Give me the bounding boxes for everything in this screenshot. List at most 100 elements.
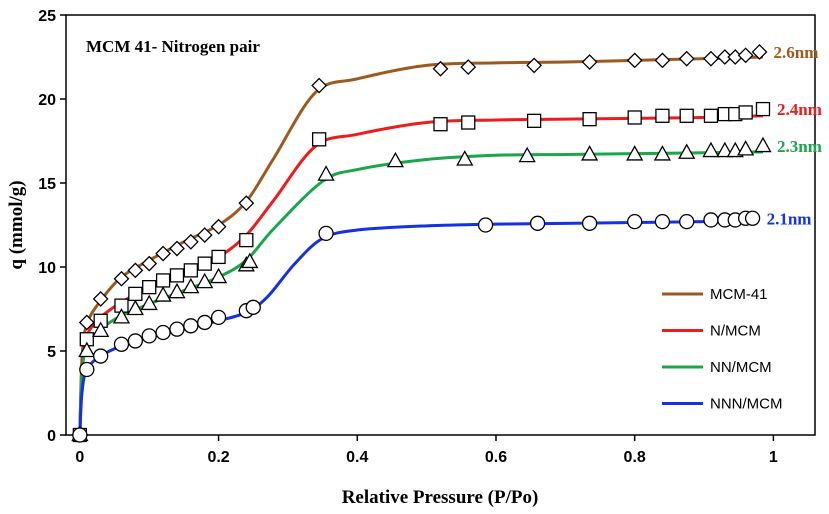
data-point-circle <box>529 215 546 231</box>
x-tick-label: 0 <box>75 449 84 466</box>
data-point-square <box>703 108 719 123</box>
data-point-triangle <box>154 286 172 302</box>
data-point-triangle <box>196 272 214 289</box>
data-point-triangle <box>518 146 536 163</box>
data-point-square <box>128 286 143 302</box>
data-point-square <box>755 101 771 117</box>
data-point-circle <box>627 213 643 230</box>
y-tick-label: 0 <box>47 428 56 445</box>
data-point-diamond <box>127 262 144 279</box>
data-point-triangle <box>140 294 158 311</box>
data-point-circle <box>318 225 334 242</box>
data-point-triangle <box>702 141 720 158</box>
data-point-diamond <box>155 245 172 262</box>
data-point-diamond <box>703 50 719 67</box>
data-point-triangle <box>92 321 110 337</box>
data-point-diamond <box>141 255 158 272</box>
data-point-circle <box>245 299 261 315</box>
data-point-square <box>655 108 670 123</box>
data-point-diamond <box>460 59 477 75</box>
data-point-triangle <box>241 252 259 269</box>
data-point-square <box>239 232 254 248</box>
data-point-triangle <box>386 151 405 168</box>
y-tick-label: 10 <box>38 260 56 277</box>
series-markers <box>71 44 772 443</box>
legend: MCM-41 N/MCM NN/MCM NNN/MCM <box>662 286 783 413</box>
data-point-diamond <box>311 77 328 94</box>
data-point-triangle <box>317 165 335 181</box>
data-point-circle <box>79 361 95 378</box>
y-axis-title: q (mmol/g) <box>6 180 27 269</box>
data-point-circle <box>72 427 88 443</box>
data-point-circle <box>155 324 171 341</box>
data-point-circle <box>169 321 185 337</box>
data-point-circle <box>93 348 109 364</box>
data-point-circle <box>127 333 144 349</box>
data-point-circle <box>210 309 227 326</box>
chart-title: MCM 41- Nitrogen pair <box>86 37 260 56</box>
legend-label: N/MCM <box>710 323 761 340</box>
data-point-square <box>311 132 327 147</box>
x-axis-title: Relative Pressure (P/Po) <box>342 487 539 508</box>
data-point-triangle <box>168 282 186 299</box>
data-point-circle <box>183 318 199 334</box>
plot-frame <box>65 14 816 436</box>
data-point-triangle <box>737 140 755 156</box>
x-tick-label: 0.2 <box>207 449 229 466</box>
y-tick-label: 25 <box>38 8 56 25</box>
data-point-diamond <box>113 270 130 287</box>
data-point-diamond <box>654 52 671 69</box>
data-point-square <box>526 113 542 128</box>
data-point-diamond <box>678 50 695 67</box>
data-point-square <box>627 110 642 125</box>
data-point-triangle <box>78 341 96 358</box>
pore-size-label: 2.4nm <box>777 100 822 119</box>
pore-size-label: 2.1nm <box>767 209 812 228</box>
data-point-triangle <box>112 308 131 324</box>
data-point-diamond <box>432 60 449 77</box>
x-tick-label: 0.8 <box>624 449 646 466</box>
data-point-diamond <box>78 314 95 331</box>
data-point-circle <box>477 217 494 233</box>
data-point-diamond <box>238 195 255 212</box>
pore-size-labels: 2.6nm 2.4nm 2.3nm 2.1nm <box>767 43 822 228</box>
x-tick-label: 1 <box>769 449 778 466</box>
data-point-triangle <box>456 150 474 166</box>
legend-label: NNN/MCM <box>710 396 783 413</box>
data-point-triangle <box>126 299 144 316</box>
data-point-diamond <box>626 52 643 69</box>
data-point-square <box>738 105 753 120</box>
data-point-diamond <box>526 57 543 74</box>
data-point-circle <box>197 314 213 331</box>
legend-label: NN/MCM <box>710 359 772 376</box>
data-point-circle <box>744 210 761 226</box>
data-point-square <box>582 112 597 127</box>
data-point-square <box>197 256 212 271</box>
data-point-square <box>461 115 476 130</box>
data-point-square <box>183 263 198 278</box>
data-point-circle <box>679 213 695 230</box>
data-point-triangle <box>581 145 599 161</box>
data-point-diamond <box>716 49 733 65</box>
data-point-diamond <box>751 44 768 60</box>
data-point-diamond <box>737 47 754 64</box>
data-point-triangle <box>754 136 772 153</box>
y-tick-label: 5 <box>47 344 56 361</box>
data-point-triangle <box>182 277 200 294</box>
data-point-diamond <box>92 291 109 307</box>
data-point-diamond <box>581 54 598 70</box>
legend-label: MCM-41 <box>710 286 768 303</box>
data-point-square <box>679 108 694 123</box>
y-tick-label: 20 <box>38 92 56 109</box>
data-point-diamond <box>182 233 199 250</box>
data-point-circle <box>113 336 130 352</box>
data-point-square <box>211 249 226 265</box>
data-point-square <box>155 273 171 288</box>
data-point-triangle <box>626 145 644 161</box>
data-point-square <box>169 268 185 283</box>
data-point-diamond <box>169 240 185 257</box>
data-point-diamond <box>196 227 213 243</box>
data-point-triangle <box>653 145 672 161</box>
